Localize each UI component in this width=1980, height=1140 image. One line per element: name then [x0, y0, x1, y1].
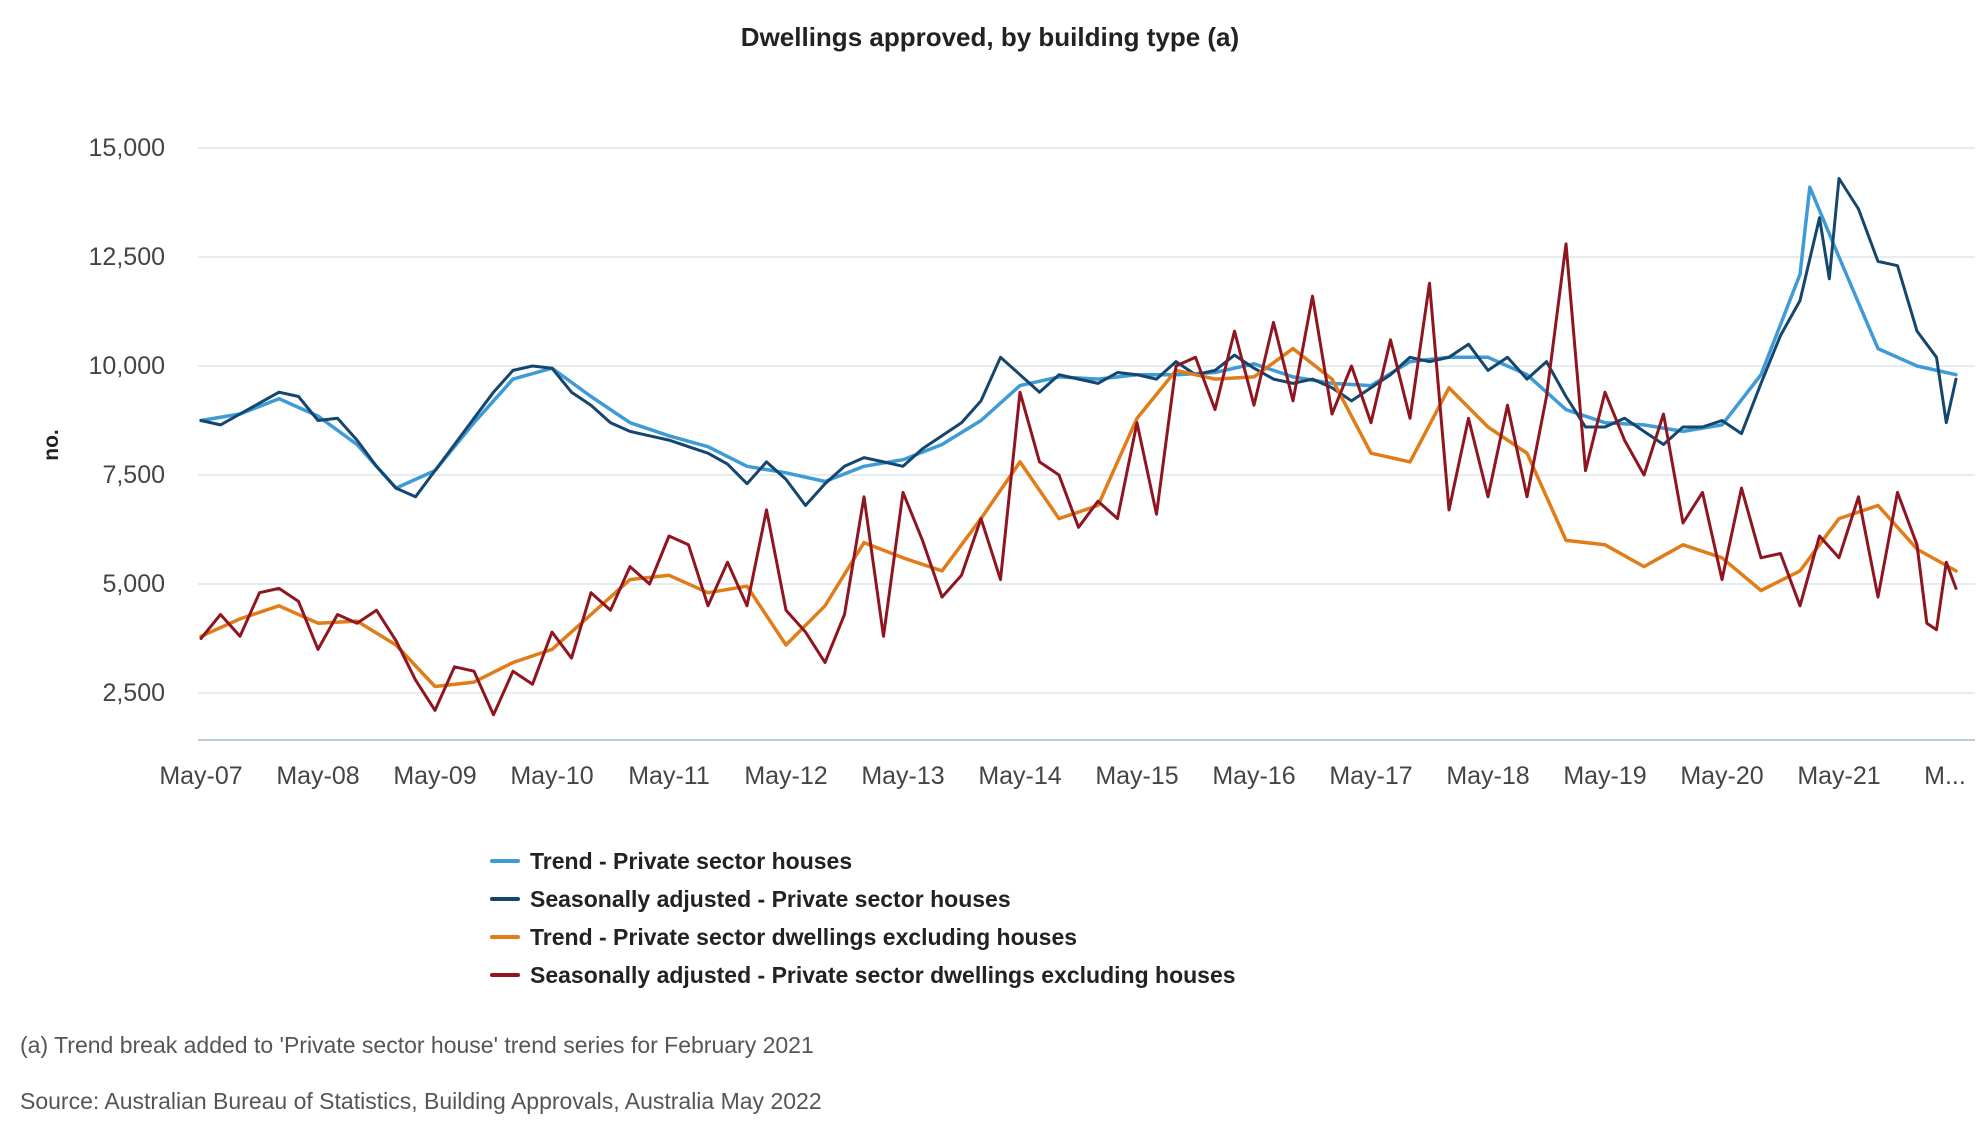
x-tick-label: May-12 [744, 762, 827, 790]
x-tick-label: May-17 [1329, 762, 1412, 790]
legend-swatch [490, 859, 520, 863]
legend-swatch [490, 935, 520, 939]
x-tick-label: May-14 [978, 762, 1061, 790]
legend-item[interactable]: Trend - Private sector dwellings excludi… [490, 918, 1236, 956]
series-line [199, 185, 1958, 490]
legend-item[interactable]: Trend - Private sector houses [490, 842, 1236, 880]
x-tick-label: May-10 [510, 762, 593, 790]
legend-label: Seasonally adjusted - Private sector dwe… [530, 961, 1236, 988]
axes: 2,500 5,000 7,500 10,000 12,500 15,000 May-07 M… [89, 134, 1975, 790]
legend-item[interactable]: Seasonally adjusted - Private sector hou… [490, 880, 1236, 918]
legend: Trend - Private sector houses Seasonally… [490, 842, 1236, 994]
y-axis-label: no. [40, 429, 63, 461]
legend-swatch [490, 897, 520, 901]
footnote: (a) Trend break added to 'Private sector… [20, 1032, 814, 1058]
x-tick-label: May-19 [1563, 762, 1646, 790]
x-tick-label: May-20 [1680, 762, 1763, 790]
source-note: Source: Australian Bureau of Statistics,… [20, 1088, 822, 1114]
legend-label: Trend - Private sector dwellings excludi… [530, 923, 1078, 950]
x-tick-label: May-11 [628, 762, 710, 790]
chart-title: Dwellings approved, by building type (a) [740, 22, 1240, 52]
gridlines [198, 147, 1975, 694]
series-line [199, 346, 1958, 689]
x-tick-label: May-18 [1446, 762, 1529, 790]
legend-label: Trend - Private sector houses [530, 847, 853, 874]
y-tick-label: 12,500 [89, 243, 165, 271]
x-tick-label: May-15 [1095, 762, 1178, 790]
x-tick-label: May-16 [1212, 762, 1295, 790]
legend-swatch [490, 973, 520, 977]
y-tick-label: 10,000 [89, 352, 165, 380]
series-lines [199, 177, 1958, 717]
series-line [199, 177, 1958, 507]
y-tick-label: 5,000 [102, 570, 165, 598]
y-tick-label: 15,000 [89, 134, 165, 162]
x-tick-label: M... [1924, 762, 1966, 790]
legend-item[interactable]: Seasonally adjusted - Private sector dwe… [490, 956, 1236, 994]
x-tick-label: May-13 [861, 762, 944, 790]
x-tick-label: May-07 [159, 762, 242, 790]
x-tick-label: May-08 [276, 762, 359, 790]
x-tick-label: May-09 [393, 762, 476, 790]
y-tick-label: 2,500 [102, 679, 165, 707]
series-line [199, 242, 1958, 717]
y-tick-label: 7,500 [102, 461, 165, 489]
x-tick-label: May-21 [1797, 762, 1880, 790]
legend-label: Seasonally adjusted - Private sector hou… [530, 885, 1011, 912]
